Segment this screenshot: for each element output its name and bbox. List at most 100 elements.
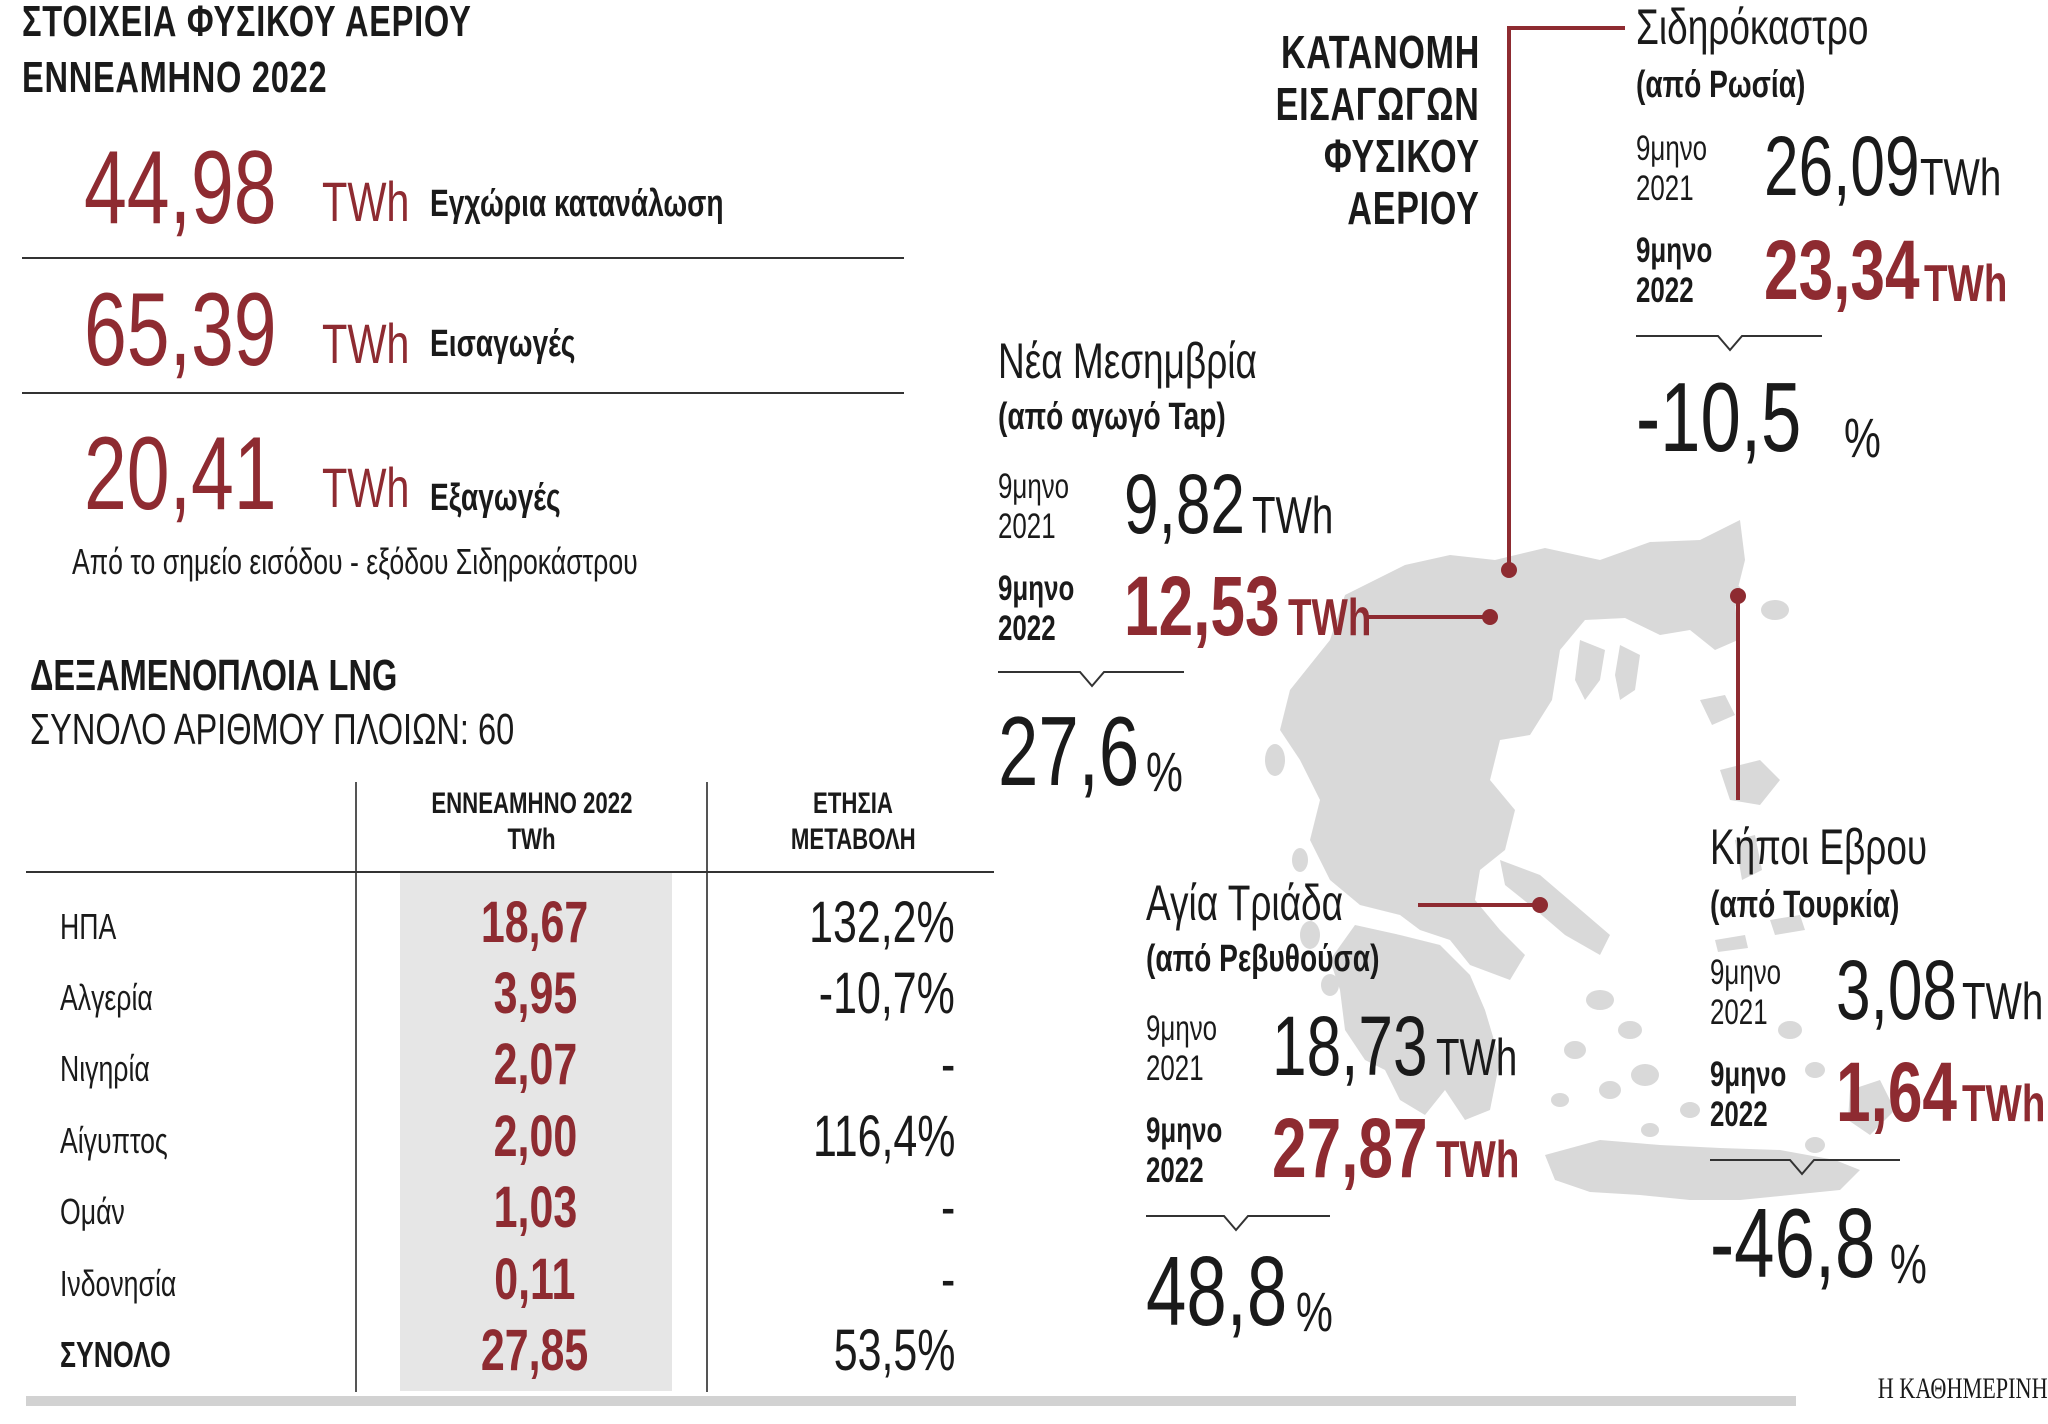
point-sidirokastro [1501,562,1517,578]
table-row: ΗΠΑ 18,67 132,2% [0,893,1000,963]
divider [22,392,904,394]
island-tinos [1618,1021,1642,1039]
exports-note: Από το σημείο εισόδου - εξόδου Σιδηροκάσ… [72,541,638,582]
island-kefalonia [1300,921,1320,949]
island-syros [1564,1041,1586,1059]
title-line-2: ΕΝΝΕΑΜΗΝΟ 2022 [22,53,328,102]
island-corfu [1265,744,1285,776]
stat-value: 20,41 [84,416,277,532]
unit: TWh [1252,487,1334,545]
leader-line-sidirokastro [1507,26,1625,570]
value-2021: 3,08 [1836,943,1957,1037]
island-lemnos [1700,695,1735,725]
twh-value: 1,03 [493,1175,577,1240]
unit: TWh [1920,149,2002,207]
island-santorini [1641,1123,1659,1137]
stat-label: Εγχώρια κατανάλωση [430,183,724,225]
value-2021: 26,09 [1764,119,1920,213]
table-col-divider [355,782,357,1392]
value-2022: 27,87 [1272,1101,1428,1195]
lng-title: ΔΕΞΑΜΕΝΟΠΛΟΙΑ LNG [30,651,398,700]
table-row: Ομάν 1,03 - [0,1178,1000,1248]
change-percent: -46,8 [1710,1188,1876,1298]
country-name: ΗΠΑ [60,906,117,947]
station-source: (από αγωγό Tap) [998,396,1226,438]
change-percent: 48,8 [1146,1236,1288,1346]
rule-sidirokastro [1636,335,1822,352]
twh-value: 27,85 [481,1318,589,1383]
station-source: (από Ρωσία) [1636,64,1806,106]
rule-agia-triada [1146,1215,1330,1232]
station-name: Αγία Τριάδα [1146,875,1343,931]
stat-consumption: 44,98 TWh Εγχώρια κατανάλωση [22,130,904,270]
country-name: Ινδονησία [60,1263,177,1304]
island-ikaria [1715,935,1748,952]
stat-value: 65,39 [84,272,277,388]
island-karpathos [1805,1137,1825,1153]
island-kos [1778,1021,1802,1039]
publisher-logo: Η ΚΑΘΗΜΕΡΙΝΗ [1878,1372,2048,1405]
value-2022: 23,34 [1764,223,1920,317]
title-line-1: ΣΤΟΙΧΕΙΑ ΦΥΣΙΚΟΥ ΑΕΡΙΟΥ [22,0,472,46]
crete-shape [1545,1140,1860,1200]
unit: TWh [1962,973,2044,1031]
mainland-shape [1280,520,1745,980]
station-source: (από Ρεβυθούσα) [1146,938,1380,980]
chalkidiki-shape [1575,640,1640,700]
unit: TWh [1436,1029,1518,1087]
table-row: Αίγυπτος 2,00 116,4% [0,1107,1000,1177]
country-name: Ομάν [60,1191,125,1232]
change-value: 132,2% [809,890,955,955]
island-samos [1770,915,1805,935]
island-chios [1735,835,1762,880]
change-value: 116,4% [812,1104,955,1169]
island-milos [1551,1093,1569,1107]
table-row: Νιγηρία 2,07 - [0,1035,1000,1105]
stat-unit: TWh [322,312,410,375]
point-nea-mesimvria [1482,609,1498,625]
value-2022: 12,53 [1124,559,1280,653]
station-name: Νέα Μεσημβρία [998,333,1257,389]
change-value: - [940,1032,955,1097]
table-col-divider [706,782,708,1392]
table-row: Ινδονησία 0,11 - [0,1250,1000,1320]
island-paros [1599,1081,1621,1099]
island-zakynthos [1321,974,1339,996]
unit: TWh [1288,589,1372,647]
twh-value: 2,00 [493,1104,577,1169]
change-value: -10,7% [819,961,955,1026]
rule-nea-mesimvria [998,671,1184,688]
point-kipoi [1730,588,1746,604]
change-value: 53,5% [833,1318,955,1383]
stat-label: Εισαγωγές [430,323,576,365]
stat-value: 44,98 [84,130,277,246]
point-agia-triada [1532,897,1548,913]
table-header-rule [26,871,994,873]
island-tilos [1805,1062,1825,1078]
rule-kipoi [1710,1159,1900,1176]
column-header-change: ΕΤΗΣΙΑ ΜΕΤΑΒΟΛΗ [790,787,916,856]
evia-shape [1500,860,1610,955]
infographic-title: ΣΤΟΙΧΕΙΑ ΦΥΣΙΚΟΥ ΑΕΡΙΟΥ ΕΝΝΕΑΜΗΝΟ 2022 [22,0,629,106]
twh-value: 2,07 [493,1032,577,1097]
island-rhodes [1848,1080,1895,1135]
unit: TWh [1924,255,2008,313]
change-value: - [940,1175,955,1240]
island-lesvos [1720,760,1780,805]
stat-unit: TWh [322,170,410,233]
peloponnese-shape [1330,925,1500,1120]
lng-subtitle: ΣΥΝΟΛΟ ΑΡΙΘΜΟΥ ΠΛΟΙΩΝ: 60 [30,705,515,754]
map-title: ΚΑΤΑΝΟΜΗ ΕΙΣΑΓΩΓΩΝ ΦΥΣΙΚΟΥ ΑΕΡΙΟΥ [1276,26,1480,234]
value-2022: 1,64 [1836,1045,1957,1139]
station-name: Σιδηρόκαστρο [1636,0,1869,55]
station-source: (από Τουρκία) [1710,884,1900,926]
unit: TWh [1436,1131,1520,1189]
country-name: Αίγυπτος [60,1120,168,1161]
island-andros [1586,990,1614,1010]
change-percent: 27,6 [998,696,1140,806]
stat-label: Εξαγωγές [430,477,561,519]
stat-imports: 65,39 TWh Εισαγωγές [22,272,904,412]
island-samothraki [1761,600,1789,620]
country-name: Αλγερία [60,977,153,1018]
